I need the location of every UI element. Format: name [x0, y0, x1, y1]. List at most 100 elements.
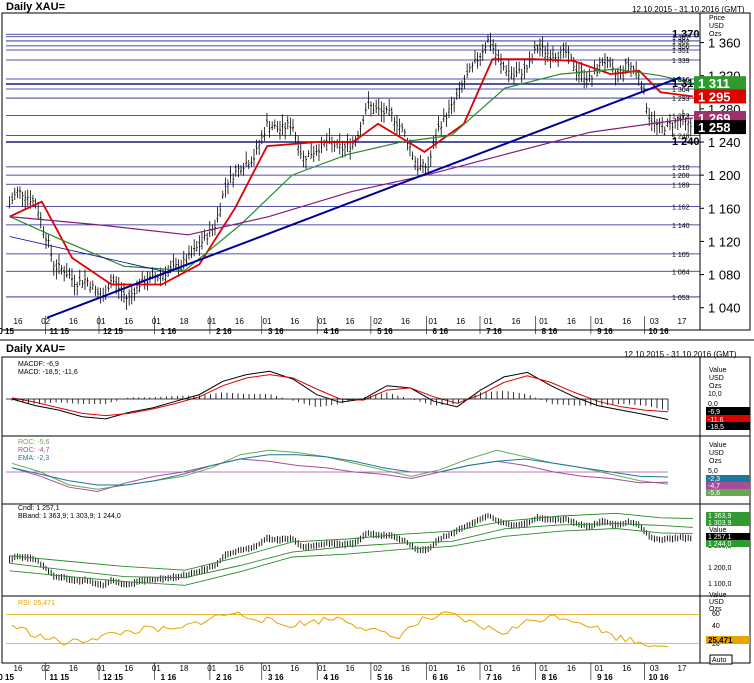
x-month-label: 2 16 — [216, 673, 232, 682]
x-day-label: 01 — [539, 317, 548, 326]
value-badge-label: -11,6 — [708, 417, 724, 424]
level-label: 1 053 — [672, 295, 690, 302]
value-badge-label: 1 303,9 — [708, 520, 731, 527]
y-tick-label: 1 120 — [708, 234, 741, 249]
x-day-label: 16 — [69, 664, 78, 673]
x-day-label: 01 — [484, 317, 493, 326]
x-month-label: 6 16 — [433, 673, 449, 682]
level-label: 1 370 — [672, 28, 700, 40]
x-day-label: 16 — [124, 317, 133, 326]
x-day-label: 16 — [512, 664, 521, 673]
level-label: 1 293 — [672, 96, 690, 103]
indicator-line — [11, 370, 669, 420]
x-day-label: 01 — [484, 664, 493, 673]
x-month-label: 4 16 — [323, 673, 339, 682]
price-axis-header: USD — [709, 23, 724, 30]
x-day-label: 17 — [678, 664, 687, 673]
legend-entry: RSI: 25,471 — [18, 600, 55, 607]
x-day-label: 16 — [235, 664, 244, 673]
level-label: 1 162 — [672, 205, 690, 212]
x-day-label: 01 — [595, 317, 604, 326]
x-day-label: 01 — [595, 664, 604, 673]
x-day-label: 01 — [263, 317, 272, 326]
x-month-label: 10 16 — [649, 327, 670, 336]
panel-frames — [0, 12, 754, 664]
x-month-label: 7 16 — [486, 673, 502, 682]
lower-title: Daily XAU= — [6, 343, 65, 355]
value-axis-header: Value — [709, 442, 726, 449]
lower-date-range: 12.10.2015 - 31.10.2016 (GMT) — [624, 350, 737, 359]
price-axis-header: Price — [709, 15, 725, 22]
level-label: 1 310 — [672, 78, 700, 90]
value-axis-header: Value — [709, 592, 726, 599]
panel-frame — [1, 12, 751, 331]
value-badge — [706, 422, 750, 430]
price-badge — [694, 120, 746, 135]
x-day-label: 16 — [512, 317, 521, 326]
value-badge — [706, 512, 750, 519]
indicator-line — [11, 454, 669, 486]
value-badge — [706, 415, 750, 423]
legend-entry: MACD: -18,5; -11,6 — [18, 369, 78, 376]
x-month-label: 11 15 — [50, 327, 70, 336]
x-month-label: 8 16 — [542, 327, 558, 336]
y-tick-label: 1 240 — [708, 135, 741, 150]
price-badge-label: 1 311 — [698, 76, 730, 91]
value-badge — [706, 540, 750, 547]
x-day-label: 03 — [650, 664, 659, 673]
level-label: 1 367 — [672, 35, 690, 42]
main-title: Daily XAU= — [6, 1, 65, 13]
y-tick-label: 1 200 — [708, 168, 741, 183]
x-day-label: 16 — [346, 664, 355, 673]
legend-entry: BBand: 1 363,9; 1 303,9; 1 244,0 — [18, 513, 121, 520]
ma-long-line — [9, 117, 693, 236]
bband-middle-line — [9, 523, 693, 579]
x-day-label: 17 — [678, 317, 687, 326]
x-day-label: 01 — [539, 664, 548, 673]
ma-mid-line — [9, 68, 693, 272]
y-tick-label: 0,0 — [708, 401, 718, 408]
value-badge-label: 1 244,0 — [708, 541, 731, 548]
value-badge — [706, 407, 750, 415]
level-label: 1 351 — [672, 48, 690, 55]
x-day-label: 03 — [650, 317, 659, 326]
legend-entry: ROC: -5,6 — [18, 439, 50, 446]
value-axis-header: Value — [709, 527, 726, 534]
x-day-label: 16 — [235, 317, 244, 326]
x-month-label: 7 16 — [486, 327, 502, 336]
x-month-label: 10 15 — [0, 327, 14, 336]
x-month-label: 11 15 — [50, 673, 70, 682]
x-day-label: 16 — [567, 664, 576, 673]
x-day-label: 01 — [207, 664, 216, 673]
x-day-label: 16 — [69, 317, 78, 326]
level-label: 1 362 — [672, 39, 690, 46]
x-day-label: 02 — [41, 317, 50, 326]
x-day-label: 16 — [14, 317, 23, 326]
level-label: 1 339 — [672, 58, 690, 65]
value-axis-header: USD — [709, 450, 724, 457]
x-day-label: 01 — [318, 317, 327, 326]
price-axis-header: Ozs — [709, 31, 722, 38]
x-month-label: 10 16 — [649, 673, 670, 682]
legend-entry: MACDF: -6,9 — [18, 361, 59, 368]
level-label: 1 240 — [672, 136, 700, 148]
value-badge-label: 25,471 — [708, 636, 733, 645]
x-month-label: 3 16 — [268, 673, 284, 682]
x-day-label: 01 — [152, 317, 161, 326]
x-month-label: 1 16 — [161, 327, 177, 336]
indicator-line — [11, 458, 669, 493]
value-badge — [706, 519, 750, 526]
x-day-label: 01 — [318, 664, 327, 673]
ma-short-line — [9, 58, 693, 286]
price-badge-label: 1 295 — [698, 89, 731, 104]
level-label: 1 200 — [672, 173, 690, 180]
value-badge-label: -6,9 — [708, 409, 720, 416]
price-badge-label: 1 258 — [698, 120, 731, 135]
y-tick-label: 1 200,0 — [708, 565, 731, 572]
x-day-label: 16 — [346, 317, 355, 326]
auto-scale-label: Auto — [712, 657, 727, 664]
x-month-label: 6 16 — [433, 327, 449, 336]
